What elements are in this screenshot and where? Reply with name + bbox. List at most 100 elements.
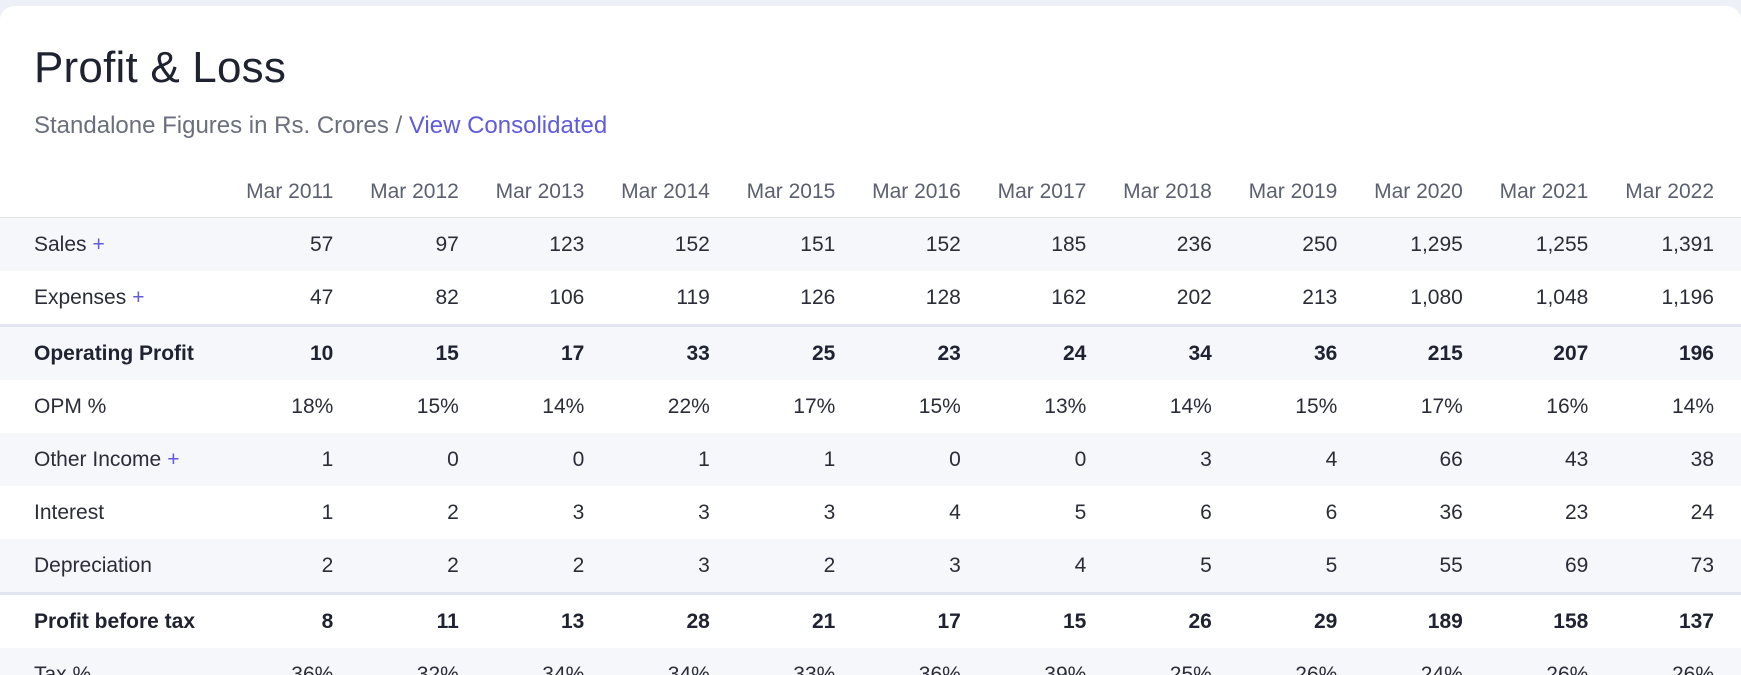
year-header: Mar 2011: [234, 166, 361, 218]
row-label: Profit before tax: [34, 609, 196, 633]
row-label-cell: Tax %: [0, 648, 235, 675]
table-cell: 6: [1200, 500, 1212, 524]
row-label: Operating Profit: [34, 341, 194, 365]
table-cell: 4: [949, 500, 961, 524]
row-label-cell[interactable]: Other Income +: [0, 433, 235, 486]
table-cell: 5: [1238, 539, 1365, 594]
table-cell: 34%: [485, 648, 612, 675]
table-cell: 3: [862, 539, 988, 594]
year-header: Mar 2015: [736, 166, 863, 218]
table-cell: 207: [1489, 324, 1616, 380]
expand-plus-icon[interactable]: +: [92, 232, 105, 256]
row-label-cell: Depreciation: [0, 539, 235, 594]
table-row: Expenses +47 82 106 119 126 128 162 202 213 1,080 1…: [0, 271, 1741, 326]
profit-loss-table: Mar 2011 Mar 2012 Mar 2013 Mar 2014 Mar 2015…: [0, 166, 1741, 675]
table-cell: 66: [1364, 433, 1490, 486]
table-cell: 26%: [1615, 648, 1741, 675]
table-cell: 26%: [1489, 648, 1616, 675]
page-title: Profit & Loss: [34, 43, 287, 92]
table-cell: 25%: [1113, 648, 1239, 675]
row-label: Tax %: [34, 662, 92, 675]
table-cell: 0: [987, 433, 1114, 486]
row-label-cell: Operating Profit: [0, 324, 235, 380]
table-cell: 3: [572, 500, 585, 524]
row-label: Sales: [34, 232, 87, 256]
table-row: Tax % 36% 32% 34% 34% 33% 36% 39% 25% 26% 24% 26% 26…: [0, 648, 1741, 675]
table-cell: 36: [1439, 500, 1463, 524]
table-cell: 15: [987, 592, 1114, 648]
table-cell: 5: [1113, 539, 1239, 594]
row-label-cell[interactable]: Sales +: [0, 217, 235, 271]
table-cell: 137: [1615, 592, 1741, 648]
table-cell: 25: [736, 324, 863, 380]
table-cell: 33: [611, 324, 737, 380]
table-cell: 4: [987, 539, 1114, 594]
table-row: Other Income +1 0 0 1 1 0 0 3 4 66 43 38: [0, 433, 1741, 486]
table-cell: 1,080: [1410, 285, 1463, 309]
table-cell: 250: [1238, 217, 1365, 271]
year-header: Mar 2012: [360, 166, 486, 218]
table-cell: 36%: [862, 648, 988, 675]
table-cell: 0: [862, 433, 988, 486]
table-cell: 26%: [1238, 648, 1365, 675]
table-cell: 16%: [1546, 394, 1589, 418]
table-cell: 151: [736, 217, 863, 271]
table-cell: 69: [1489, 539, 1616, 594]
table-cell: 36: [1238, 324, 1365, 380]
table-cell: 15%: [918, 394, 961, 418]
table-cell: 128: [925, 285, 961, 309]
expand-plus-icon[interactable]: +: [132, 285, 145, 309]
table-cell: 152: [862, 217, 988, 271]
table-cell: 189: [1364, 592, 1490, 648]
table-cell: 106: [549, 285, 585, 309]
row-label: Interest: [34, 500, 105, 524]
table-cell: 1: [234, 433, 361, 486]
table-cell: 2: [447, 500, 459, 524]
table-cell: 6: [1325, 500, 1338, 524]
table-row: Operating Profit 10 15 17 33 25 23 24 34 36 215 207…: [0, 324, 1741, 380]
table-cell: 24: [987, 324, 1114, 380]
row-label-cell[interactable]: Expenses +: [0, 271, 235, 326]
table-body: Sales +57 97 123 152 151 152 185 236 250 1,295 1,25…: [0, 217, 1741, 675]
table-cell: 1,196: [1661, 285, 1714, 309]
table-cell: 34%: [611, 648, 737, 675]
year-header: Mar 2013: [485, 166, 612, 218]
table-cell: 23: [1564, 500, 1589, 524]
view-consolidated-link[interactable]: View Consolidated: [408, 112, 608, 139]
table-cell: 123: [485, 217, 612, 271]
table-cell: 14%: [542, 394, 585, 418]
table-cell: 3: [698, 500, 710, 524]
table-cell: 13%: [1044, 394, 1087, 418]
table-row: Depreciation 2 2 2 3 2 3 4 5 5 55 69 73: [0, 539, 1741, 594]
table-cell: 36%: [234, 648, 361, 675]
table-cell: 4: [1238, 433, 1365, 486]
subtitle: Standalone Figures in Rs. Crores / View …: [34, 112, 607, 141]
table-cell: 10: [234, 324, 361, 380]
table-cell: 57: [234, 217, 361, 271]
row-label-cell: Interest: [0, 486, 235, 539]
table-cell: 119: [676, 285, 710, 309]
table-cell: 17%: [1420, 394, 1463, 418]
table-cell: 24%: [1364, 648, 1490, 675]
table-cell: 15: [360, 324, 486, 380]
table-cell: 21: [736, 592, 863, 648]
year-header: Mar 2022: [1615, 166, 1741, 218]
table-header-label: [0, 166, 235, 218]
table-cell: 15%: [1295, 394, 1338, 418]
table-cell: 1,391: [1615, 217, 1741, 271]
table-cell: 73: [1615, 539, 1741, 594]
row-label: Expenses: [34, 285, 127, 309]
table-cell: 39%: [987, 648, 1114, 675]
profit-loss-card: Profit & Loss Standalone Figures in Rs. …: [0, 6, 1741, 675]
table-cell: 2: [485, 539, 612, 594]
year-header: Mar 2020: [1364, 166, 1490, 218]
table-cell: 1: [611, 433, 737, 486]
table-cell: 32%: [360, 648, 486, 675]
table-cell: 13: [485, 592, 612, 648]
table-cell: 23: [862, 324, 988, 380]
table-cell: 0: [360, 433, 486, 486]
expand-plus-icon[interactable]: +: [167, 447, 180, 471]
table-cell: 3: [611, 539, 737, 594]
year-header: Mar 2014: [611, 166, 737, 218]
row-label-cell: Profit before tax: [0, 592, 235, 648]
